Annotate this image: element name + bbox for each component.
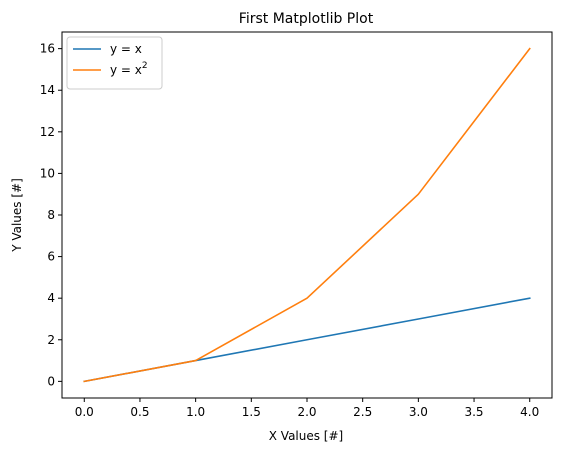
y-axis-label: Y Values [#] (10, 178, 24, 253)
legend-entry-superscript: 2 (142, 61, 148, 71)
series-line-1 (83, 47, 531, 383)
y-tick-label: 8 (47, 208, 55, 222)
y-axis: 0 2 4 6 8 10 12 14 16 (40, 42, 62, 388)
y-tick-label: 0 (47, 374, 55, 388)
y-tick-label: 4 (47, 291, 55, 305)
x-axis-label: X Values [#] (269, 429, 343, 443)
y-tick-label: 12 (40, 125, 55, 139)
legend-entry-0: y = x (110, 42, 142, 56)
x-tick-label: 0.5 (130, 405, 149, 419)
chart-title: First Matplotlib Plot (239, 11, 374, 27)
x-tick-label: 1.0 (186, 405, 205, 419)
legend-entry-label: y = x (110, 63, 142, 77)
y-tick-label: 6 (47, 250, 55, 264)
y-tick-label: 10 (40, 166, 55, 180)
legend: y = xy = x2 (66, 36, 163, 90)
x-tick-label: 2.0 (297, 405, 316, 419)
x-tick-label: 3.0 (409, 405, 428, 419)
x-tick-label: 3.5 (464, 405, 483, 419)
y-tick-label: 14 (40, 83, 55, 97)
x-tick-label: 0.0 (75, 405, 94, 419)
y-tick-label: 16 (40, 42, 55, 56)
x-tick-label: 2.5 (353, 405, 372, 419)
legend-box (66, 36, 163, 90)
y-tick-label: 2 (47, 333, 55, 347)
legend-entry-label: y = x (110, 42, 142, 56)
plot-area (83, 47, 531, 383)
legend-entry-1: y = x2 (110, 61, 148, 77)
x-tick-label: 4.0 (520, 405, 539, 419)
x-axis: 0.0 0.5 1.0 1.5 2.0 2.5 3.0 3.5 4.0 (75, 398, 539, 419)
x-tick-label: 1.5 (242, 405, 261, 419)
